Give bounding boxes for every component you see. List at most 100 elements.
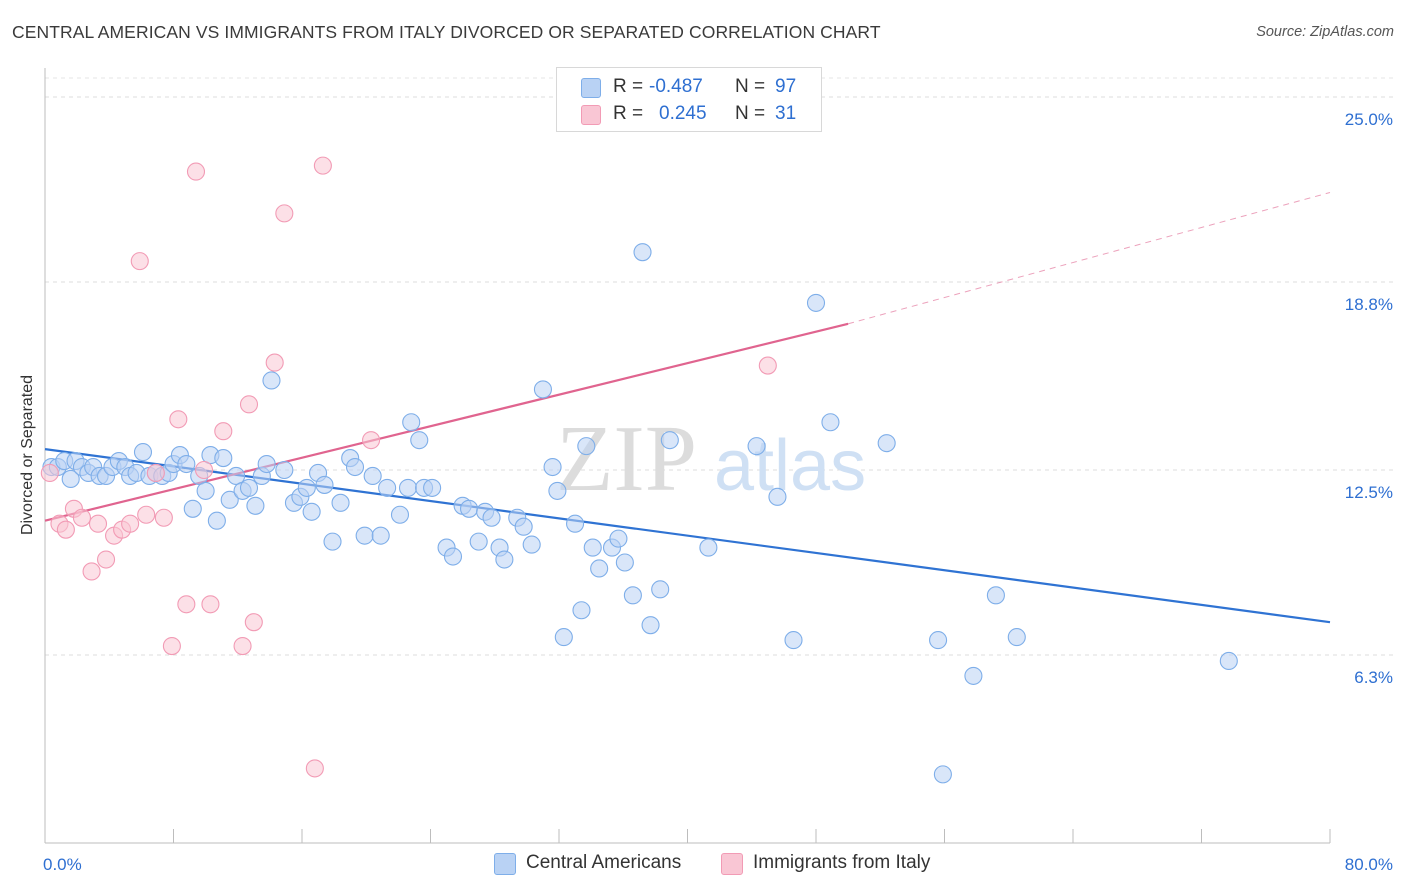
data-point xyxy=(146,463,165,483)
data-point xyxy=(378,478,397,497)
data-point xyxy=(390,505,410,524)
data-point xyxy=(577,437,596,456)
data-point xyxy=(651,580,670,599)
data-point xyxy=(137,505,156,524)
data-point xyxy=(207,511,226,530)
legend-r-label: R = xyxy=(613,76,644,97)
data-point xyxy=(768,487,787,506)
data-point xyxy=(469,532,488,551)
data-point xyxy=(220,490,239,509)
data-point xyxy=(297,478,316,497)
data-point xyxy=(964,666,983,685)
legend-r-value: -0.487 xyxy=(649,76,703,97)
data-point xyxy=(543,457,562,477)
legend-r-label: R = xyxy=(613,103,644,124)
data-point xyxy=(514,517,533,536)
axes xyxy=(44,68,1331,844)
watermark: ZIP atlas xyxy=(556,407,866,511)
data-point xyxy=(214,422,233,441)
data-point xyxy=(1219,651,1238,671)
correlation-legend: R = -0.487 N = 97 R = 0.245 N = 31 xyxy=(556,67,822,132)
data-point xyxy=(1007,628,1026,647)
data-point xyxy=(265,353,284,372)
data-point xyxy=(227,466,246,486)
data-point xyxy=(177,595,196,614)
y-tick-label: 6.3% xyxy=(1354,668,1393,687)
data-point xyxy=(609,529,628,548)
data-point xyxy=(806,293,826,312)
trend-line xyxy=(44,322,849,522)
data-point xyxy=(877,434,896,453)
data-point xyxy=(929,631,948,650)
data-point xyxy=(554,628,573,647)
data-point xyxy=(660,431,679,450)
legend-n-label: N = xyxy=(735,76,766,97)
data-point xyxy=(214,449,233,468)
data-point xyxy=(443,547,463,566)
data-point xyxy=(522,535,541,554)
legend-n-label: N = xyxy=(735,103,766,124)
data-point xyxy=(246,496,265,515)
legend-swatch-pink xyxy=(721,853,743,875)
data-point xyxy=(933,765,952,784)
legend-label: Central Americans xyxy=(526,852,682,873)
data-point xyxy=(623,586,642,605)
data-point xyxy=(177,454,196,474)
data-point xyxy=(699,538,718,557)
data-point xyxy=(355,526,374,545)
data-point xyxy=(533,380,552,399)
data-point xyxy=(262,371,281,390)
data-point xyxy=(88,514,108,533)
chart-title: CENTRAL AMERICAN VS IMMIGRANTS FROM ITAL… xyxy=(12,22,881,42)
data-point xyxy=(323,532,342,551)
grid-lines xyxy=(45,77,1393,656)
data-point xyxy=(641,616,660,635)
legend-n-value: 97 xyxy=(775,76,797,97)
data-point xyxy=(186,162,206,181)
series-central-americans xyxy=(42,243,1238,784)
data-point xyxy=(583,538,602,557)
data-point xyxy=(495,550,514,569)
data-point xyxy=(201,595,220,614)
data-point xyxy=(183,499,202,518)
data-point xyxy=(56,520,75,539)
data-point xyxy=(302,502,321,521)
data-point xyxy=(72,508,91,527)
data-point xyxy=(130,252,149,271)
y-tick-label: 18.8% xyxy=(1345,295,1393,314)
x-tick-label: 0.0% xyxy=(43,855,82,874)
trend-line-extension xyxy=(847,192,1331,325)
y-tick-label: 12.5% xyxy=(1345,483,1393,502)
data-point xyxy=(821,413,840,432)
data-point xyxy=(169,410,188,429)
legend-swatch-blue xyxy=(581,78,601,98)
data-point xyxy=(572,601,591,620)
data-point xyxy=(758,356,777,375)
data-point xyxy=(362,431,381,450)
data-point xyxy=(331,493,350,512)
data-point xyxy=(986,586,1005,605)
data-point xyxy=(133,443,153,462)
data-point xyxy=(371,526,390,545)
data-points xyxy=(40,156,1238,784)
source-credit: Source: ZipAtlas.com xyxy=(1256,24,1394,40)
watermark-atlas: atlas xyxy=(714,426,866,506)
data-point xyxy=(239,395,259,414)
data-point xyxy=(61,469,80,489)
data-point xyxy=(96,550,116,569)
data-point xyxy=(40,463,59,483)
x-tick-label: 80.0% xyxy=(1345,855,1393,874)
data-point xyxy=(233,637,252,656)
series-immigrants-from-italy xyxy=(40,156,777,778)
data-point xyxy=(313,156,332,175)
data-point xyxy=(566,514,585,533)
data-point xyxy=(402,413,421,432)
data-point xyxy=(275,460,294,480)
data-point xyxy=(459,499,479,518)
data-point xyxy=(615,553,634,572)
data-point xyxy=(747,437,766,456)
data-point xyxy=(423,478,442,497)
data-point xyxy=(633,243,652,262)
data-point xyxy=(196,481,215,500)
